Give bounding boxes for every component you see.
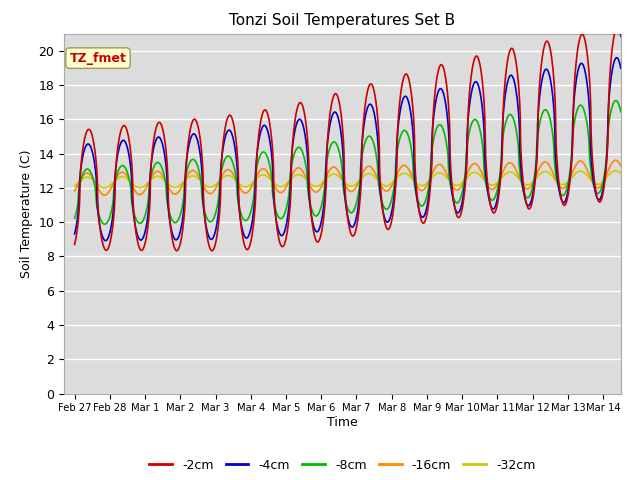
- Title: Tonzi Soil Temperatures Set B: Tonzi Soil Temperatures Set B: [229, 13, 456, 28]
- Y-axis label: Soil Temperature (C): Soil Temperature (C): [20, 149, 33, 278]
- X-axis label: Time: Time: [327, 416, 358, 429]
- Legend: -2cm, -4cm, -8cm, -16cm, -32cm: -2cm, -4cm, -8cm, -16cm, -32cm: [145, 454, 540, 477]
- Text: TZ_fmet: TZ_fmet: [70, 51, 127, 65]
